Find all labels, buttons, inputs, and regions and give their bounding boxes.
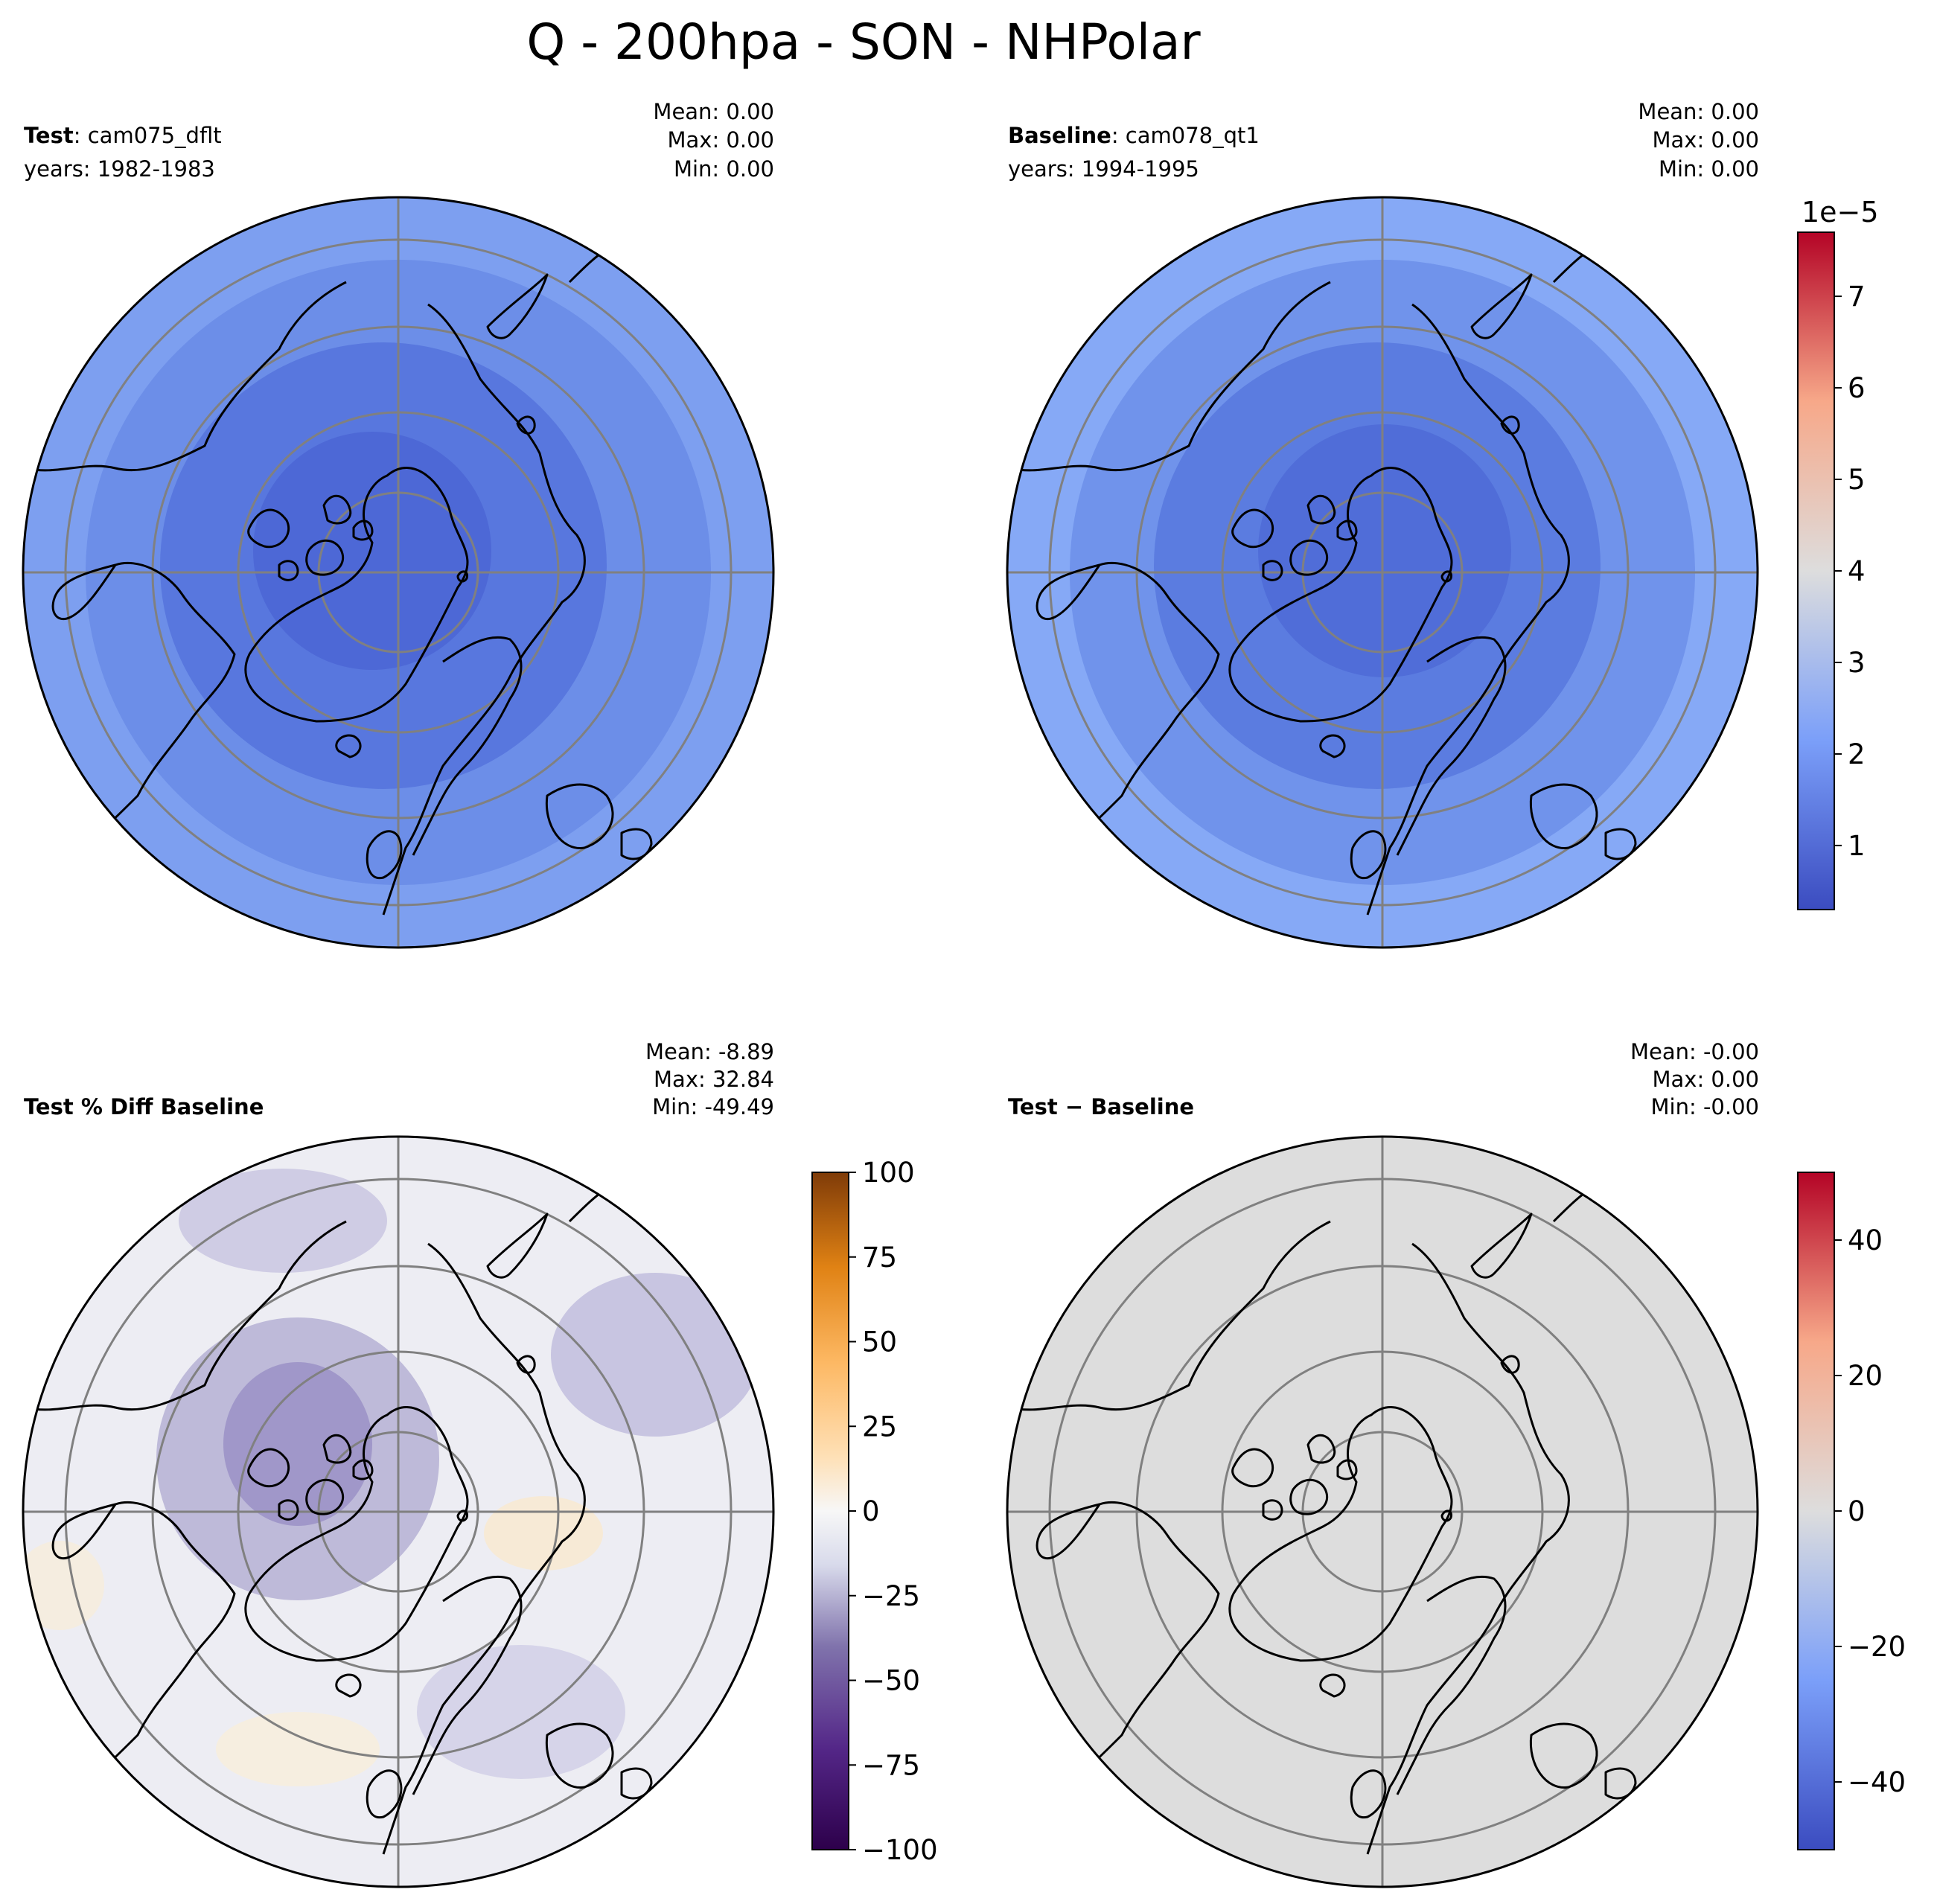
- shade-negative-siberia: [551, 1273, 759, 1437]
- colorbar-tick-label: 20: [1848, 1360, 1883, 1392]
- colorbar-tick-label: 50: [862, 1326, 897, 1358]
- stat-max: Max: 0.00: [1652, 1067, 1759, 1092]
- map-border: [22, 1135, 775, 1888]
- map-baseline: [1006, 196, 1759, 949]
- colorbar-gradient: [1797, 1172, 1835, 1850]
- colorbar-top: 1e−5 1 2 3 4 5 6 7: [1797, 196, 1879, 910]
- map-border: [22, 196, 775, 949]
- stat-min: Min: 0.00: [1659, 156, 1759, 182]
- stat-min: Min: -49.49: [652, 1094, 774, 1119]
- panel-years: years: 1982-1983: [24, 156, 215, 182]
- graticule: [1007, 197, 1758, 948]
- stat-mean: Mean: 0.00: [1638, 99, 1759, 124]
- colorbar-tick-label: −25: [862, 1580, 920, 1612]
- panel-label: Baseline: cam078_qt1: [1008, 123, 1260, 148]
- map-test: [22, 196, 775, 949]
- colorbar-pct-diff: −100 −75 −50 −25 0 25 50 75 100: [811, 1157, 938, 1866]
- panel-label: Test − Baseline: [1008, 1094, 1194, 1119]
- colorbar-tick-label: 100: [862, 1157, 915, 1189]
- colorbar-tick-label: 4: [1848, 555, 1866, 587]
- colorbar-diff: −40 −20 0 20 40: [1797, 1172, 1906, 1850]
- colorbar-tick-label: 3: [1848, 647, 1866, 679]
- stat-mean: Mean: -0.00: [1630, 1039, 1759, 1064]
- colorbar-tick-label: −75: [862, 1749, 920, 1781]
- figure-title: Q - 200hpa - SON - NHPolar: [526, 13, 1201, 71]
- shade-negative-alaska: [179, 1169, 387, 1273]
- panel-pct-diff: Test % Diff Baseline Mean: -8.89 Max: 32…: [22, 1039, 775, 1888]
- map-diff: [1006, 1135, 1759, 1888]
- colorbar-ticks: −40 −20 0 20 40: [1834, 1224, 1906, 1798]
- colorbar-tick-label: −40: [1848, 1766, 1906, 1798]
- panel-label: Test % Diff Baseline: [24, 1094, 264, 1119]
- colorbar-gradient: [1797, 231, 1835, 910]
- colorbar-tick-label: 6: [1848, 372, 1866, 404]
- colorbar-tick-label: −20: [1848, 1631, 1906, 1663]
- graticule: [23, 197, 773, 948]
- panel-test: Test: cam075_dflt years: 1982-1983 Mean:…: [22, 99, 775, 949]
- shade-positive-atlantic: [216, 1712, 380, 1786]
- core-shade: [253, 432, 491, 670]
- colorbar-tick-label: 75: [862, 1242, 897, 1274]
- colorbar-tick-label: 7: [1848, 281, 1866, 313]
- shade-positive-kara: [484, 1496, 603, 1571]
- graticule: [1007, 1137, 1758, 1887]
- stat-mean: Mean: 0.00: [653, 99, 774, 124]
- colorbar-tick-label: 40: [1848, 1224, 1883, 1256]
- colorbar-tick-label: −50: [862, 1665, 920, 1697]
- colorbar-gradient: [811, 1172, 849, 1850]
- colorbar-tick-label: 5: [1848, 464, 1866, 496]
- stat-max: Max: 0.00: [667, 127, 774, 153]
- map-border: [1006, 1135, 1759, 1888]
- colorbar-tick-label: 25: [862, 1411, 897, 1443]
- colorbar-offset-label: 1e−5: [1802, 196, 1879, 229]
- shade-positive-pacific: [23, 1541, 104, 1630]
- colorbar-ticks: −100 −75 −50 −25 0 25 50 75 100: [849, 1157, 938, 1866]
- colorbar-tick-label: 0: [1848, 1495, 1866, 1527]
- colorbar-ticks: 1 2 3 4 5 6 7: [1834, 281, 1866, 862]
- map-pct-diff: [22, 1135, 775, 1888]
- map-border: [1006, 196, 1759, 949]
- panel-label: Test: cam075_dflt: [24, 123, 222, 148]
- stat-max: Max: 32.84: [654, 1067, 774, 1092]
- panel-years: years: 1994-1995: [1008, 156, 1199, 182]
- stat-mean: Mean: -8.89: [645, 1039, 774, 1064]
- stat-max: Max: 0.00: [1652, 127, 1759, 153]
- colorbar-tick-label: 2: [1848, 738, 1866, 770]
- colorbar-tick-label: 1: [1848, 830, 1866, 862]
- panel-baseline: Baseline: cam078_qt1 years: 1994-1995 Me…: [1006, 99, 1759, 949]
- stat-min: Min: 0.00: [674, 156, 774, 182]
- colorbar-tick-label: 0: [862, 1495, 880, 1527]
- shade-negative-europe: [417, 1645, 625, 1779]
- stat-min: Min: -0.00: [1651, 1094, 1759, 1119]
- panel-diff: Test − Baseline Mean: -0.00 Max: 0.00 Mi…: [1006, 1039, 1759, 1888]
- graticule: [23, 1137, 773, 1887]
- colorbar-tick-label: −100: [862, 1834, 938, 1866]
- core-shade: [1258, 424, 1511, 677]
